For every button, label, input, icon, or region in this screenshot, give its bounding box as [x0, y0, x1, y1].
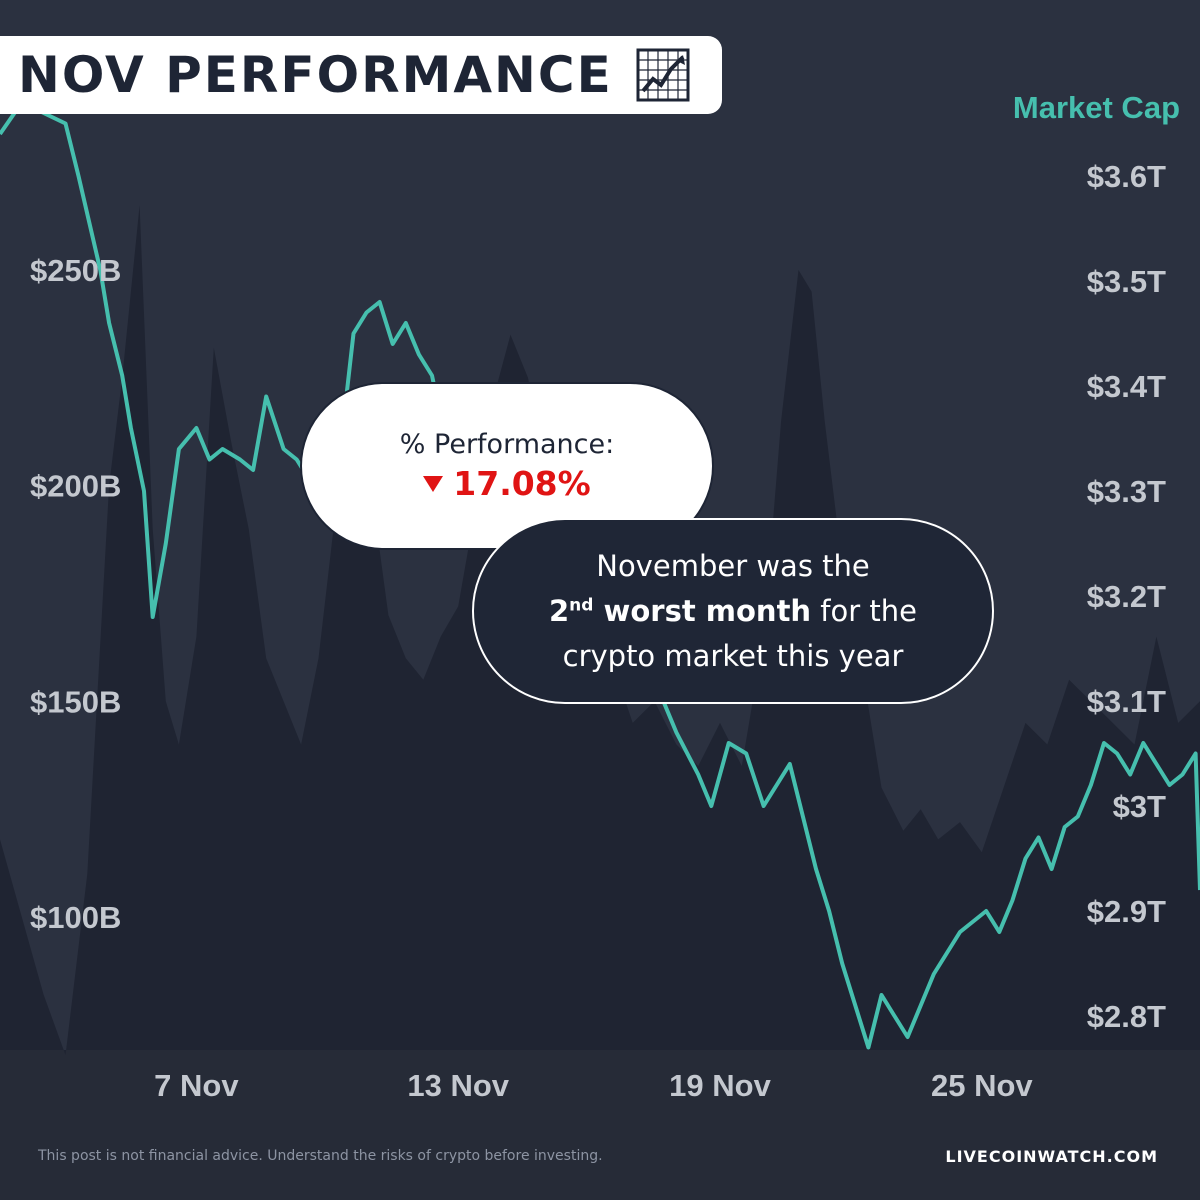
x-axis-band — [0, 1050, 1200, 1200]
date-tick-label: 13 Nov — [407, 1068, 509, 1103]
performance-value-row: 17.08% — [423, 464, 591, 503]
market-cap-axis-label: Market Cap — [1013, 90, 1180, 125]
date-tick-label: 7 Nov — [154, 1068, 239, 1103]
summary-line-2-end: for the — [811, 593, 917, 628]
market-cap-tick-label: $2.8T — [1087, 999, 1166, 1034]
rank-suffix: nd — [569, 594, 594, 615]
market-cap-tick-label: $3.3T — [1087, 474, 1166, 509]
down-arrow-icon — [423, 475, 444, 492]
disclaimer-text: This post is not financial advice. Under… — [38, 1148, 603, 1164]
summary-line-3: crypto market this year — [562, 638, 904, 673]
line-chart-icon — [636, 48, 690, 102]
page-title: NOV PERFORMANCE — [18, 46, 613, 104]
market-cap-tick-label: $3.4T — [1087, 369, 1166, 404]
market-cap-tick-label: $2.9T — [1087, 894, 1166, 929]
volume-tick-label: $200B — [30, 469, 121, 504]
rank-number: 2 — [548, 593, 570, 628]
volume-tick-label: $250B — [30, 253, 121, 288]
volume-tick-label: $150B — [30, 684, 121, 719]
volume-tick-label: $100B — [30, 900, 121, 935]
rank-text: worst month — [593, 593, 812, 628]
summary-line-1: November was the — [596, 548, 870, 583]
performance-value: 17.08% — [453, 464, 591, 503]
market-cap-tick-label: $3T — [1113, 789, 1166, 824]
volume-axis-ticks: $250B $200B $150B $100B — [30, 253, 121, 935]
summary-callout: November was the 2nd worst month for the… — [472, 518, 994, 704]
market-cap-tick-label: $3.5T — [1087, 264, 1166, 299]
market-cap-axis-ticks: $3.6T $3.5T $3.4T $3.3T $3.2T $3.1T $3T $2.9T $2… — [1087, 159, 1166, 1034]
date-tick-label: 25 Nov — [931, 1068, 1033, 1103]
market-cap-tick-label: $3.1T — [1087, 684, 1166, 719]
title-banner: NOV PERFORMANCE — [0, 36, 722, 114]
market-cap-tick-label: $3.2T — [1087, 579, 1166, 614]
date-tick-label: 19 Nov — [669, 1068, 771, 1103]
performance-label: % Performance: — [399, 429, 615, 460]
date-axis-ticks: 7 Nov 13 Nov 19 Nov 25 Nov — [154, 1068, 1033, 1103]
market-cap-tick-label: $3.6T — [1087, 159, 1166, 194]
summary-line-2: 2nd worst month for the — [549, 589, 917, 634]
brand-link[interactable]: LIVECOINWATCH.COM — [945, 1147, 1158, 1166]
